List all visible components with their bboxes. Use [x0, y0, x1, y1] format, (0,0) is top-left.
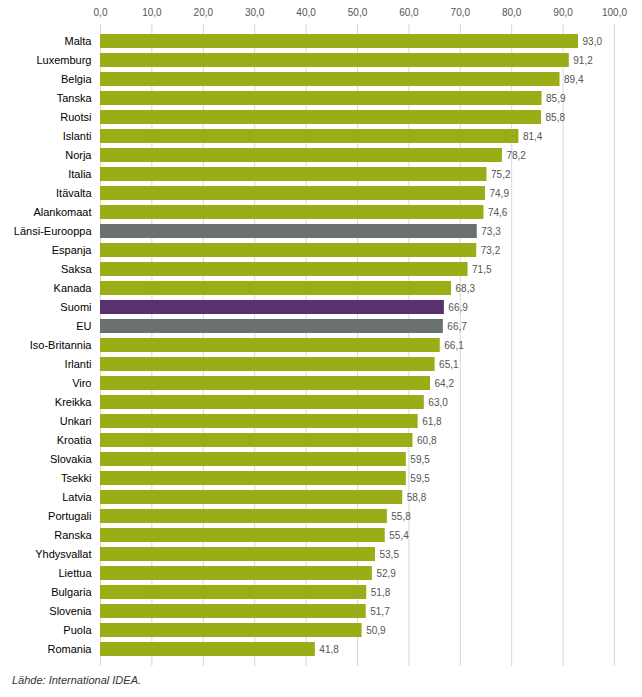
svg-text:0,0: 0,0	[94, 7, 108, 18]
svg-text:Tanska: Tanska	[57, 92, 93, 104]
svg-text:Viro: Viro	[72, 377, 91, 389]
svg-text:74,6: 74,6	[488, 207, 508, 218]
svg-text:Romania: Romania	[47, 643, 92, 655]
svg-text:71,5: 71,5	[472, 264, 492, 275]
svg-text:Liettua: Liettua	[58, 567, 92, 579]
svg-text:Alankomaat: Alankomaat	[33, 206, 91, 218]
svg-text:Ruotsi: Ruotsi	[60, 111, 91, 123]
svg-text:91,2: 91,2	[573, 55, 593, 66]
svg-text:64,2: 64,2	[434, 378, 454, 389]
svg-text:60,0: 60,0	[399, 7, 419, 18]
svg-text:53,5: 53,5	[379, 549, 399, 560]
svg-text:Itävalta: Itävalta	[56, 187, 92, 199]
svg-text:Belgia: Belgia	[61, 73, 92, 85]
svg-text:70,0: 70,0	[451, 7, 471, 18]
svg-text:90,0: 90,0	[553, 7, 573, 18]
svg-text:Portugali: Portugali	[48, 510, 91, 522]
svg-text:41,8: 41,8	[319, 644, 339, 655]
svg-text:Yhdysvallat: Yhdysvallat	[35, 548, 91, 560]
svg-text:58,8: 58,8	[407, 492, 427, 503]
svg-text:65,1: 65,1	[439, 359, 459, 370]
svg-text:55,8: 55,8	[391, 511, 411, 522]
svg-text:93,0: 93,0	[583, 36, 603, 47]
svg-text:78,2: 78,2	[506, 150, 526, 161]
svg-text:75,2: 75,2	[491, 169, 511, 180]
svg-text:55,4: 55,4	[389, 530, 409, 541]
svg-text:100,0: 100,0	[602, 7, 627, 18]
svg-text:59,5: 59,5	[410, 454, 430, 465]
svg-text:Irlanti: Irlanti	[65, 358, 92, 370]
svg-text:Suomi: Suomi	[60, 301, 91, 313]
svg-text:Saksa: Saksa	[61, 263, 92, 275]
svg-text:Länsi-Eurooppa: Länsi-Eurooppa	[14, 225, 93, 237]
svg-text:59,5: 59,5	[410, 473, 430, 484]
svg-text:Malta: Malta	[65, 35, 93, 47]
svg-text:66,1: 66,1	[444, 340, 464, 351]
svg-text:68,3: 68,3	[456, 283, 476, 294]
svg-text:Luxemburg: Luxemburg	[36, 54, 91, 66]
svg-text:Slovenia: Slovenia	[49, 605, 92, 617]
svg-text:50,0: 50,0	[348, 7, 368, 18]
svg-text:Kreikka: Kreikka	[55, 396, 93, 408]
svg-text:61,8: 61,8	[422, 416, 442, 427]
svg-text:40,0: 40,0	[296, 7, 316, 18]
svg-text:52,9: 52,9	[376, 568, 396, 579]
svg-text:Islanti: Islanti	[63, 130, 92, 142]
svg-text:80,0: 80,0	[502, 7, 522, 18]
svg-text:66,9: 66,9	[448, 302, 468, 313]
html-text:Lähde: International IDEA.: Lähde: International IDEA.	[12, 674, 141, 686]
svg-text:Latvia: Latvia	[62, 491, 92, 503]
svg-text:Unkari: Unkari	[60, 415, 92, 427]
svg-text:20,0: 20,0	[194, 7, 214, 18]
svg-text:Tsekki: Tsekki	[61, 472, 92, 484]
svg-text:51,8: 51,8	[371, 587, 391, 598]
svg-text:81,4: 81,4	[523, 131, 543, 142]
svg-text:Bulgaria: Bulgaria	[51, 586, 92, 598]
svg-text:Italia: Italia	[68, 168, 92, 180]
svg-text:EU: EU	[76, 320, 91, 332]
svg-text:73,2: 73,2	[481, 245, 501, 256]
svg-text:85,8: 85,8	[546, 112, 566, 123]
svg-text:63,0: 63,0	[428, 397, 448, 408]
svg-text:73,3: 73,3	[481, 226, 501, 237]
svg-text:89,4: 89,4	[564, 74, 584, 85]
svg-text:85,9: 85,9	[546, 93, 566, 104]
svg-text:50,9: 50,9	[366, 625, 386, 636]
svg-text:74,9: 74,9	[489, 188, 509, 199]
svg-text:Slovakia: Slovakia	[50, 453, 92, 465]
svg-text:Puola: Puola	[63, 624, 92, 636]
svg-text:Norja: Norja	[65, 149, 92, 161]
svg-text:Ranska: Ranska	[54, 529, 92, 541]
svg-text:Espanja: Espanja	[52, 244, 93, 256]
svg-text:60,8: 60,8	[417, 435, 437, 446]
svg-text:51,7: 51,7	[370, 606, 390, 617]
svg-text:Kanada: Kanada	[54, 282, 93, 294]
svg-text:30,0: 30,0	[245, 7, 265, 18]
svg-text:10,0: 10,0	[142, 7, 162, 18]
svg-text:Kroatia: Kroatia	[57, 434, 93, 446]
svg-text:Iso-Britannia: Iso-Britannia	[30, 339, 93, 351]
svg-text:66,7: 66,7	[447, 321, 467, 332]
